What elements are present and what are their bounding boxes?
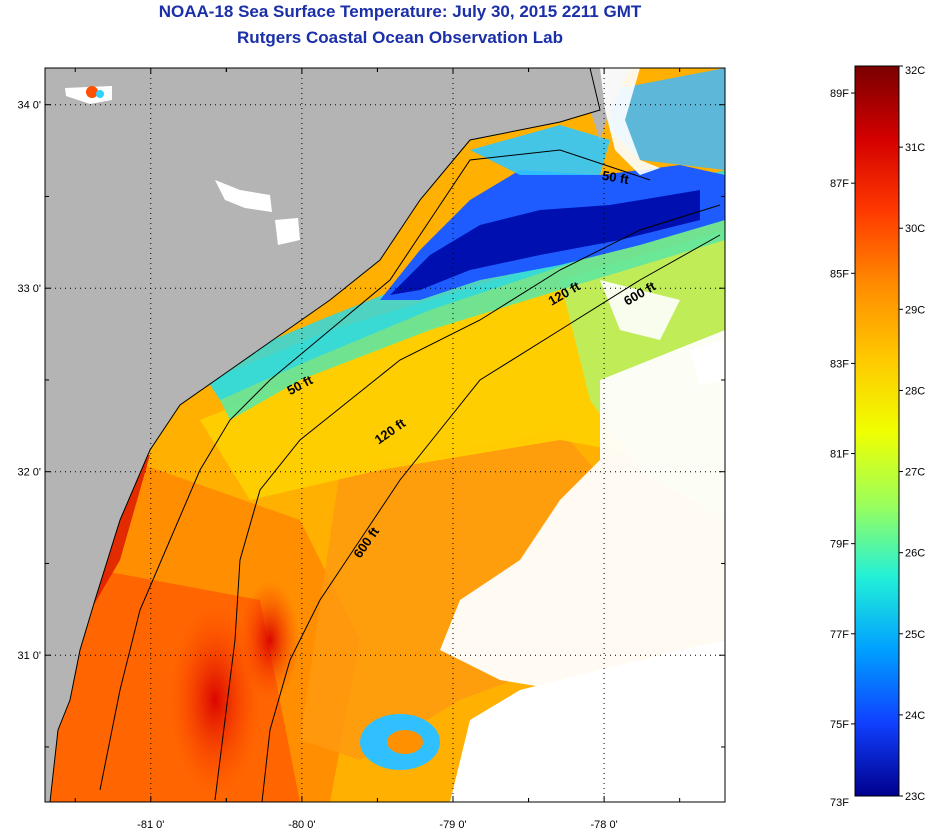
contour-label: 50 ft <box>601 168 631 188</box>
lon-tick-label: -79 0' <box>439 819 466 831</box>
contour-120ft <box>214 204 721 801</box>
fahrenheit-tick-label: 83F <box>830 358 849 370</box>
lon-tick-label: -78 0' <box>591 819 618 831</box>
colorbar-scale <box>854 65 900 797</box>
hot-core <box>240 580 300 700</box>
fahrenheit-tick-label: 75F <box>830 719 849 731</box>
lat-tick-label: 34 0' <box>17 100 41 112</box>
fahrenheit-tick-label: 85F <box>830 268 849 280</box>
fahrenheit-tick-label: 81F <box>830 449 849 461</box>
cold-upwelling-edge <box>470 125 610 175</box>
contour-50ft <box>99 149 651 791</box>
map-title: NOAA-18 Sea Surface Temperature: July 30… <box>158 2 642 21</box>
fahrenheit-tick-label: 73F <box>830 797 849 809</box>
lat-tick-label: 33 0' <box>17 283 41 295</box>
fahrenheit-tick-label: 89F <box>830 88 849 100</box>
celsius-tick-label: 28C <box>905 385 925 397</box>
celsius-tick-label: 26C <box>905 548 925 560</box>
lon-tick-label: -80 0' <box>288 819 315 831</box>
celsius-tick-label: 29C <box>905 304 925 316</box>
cloud-patch <box>600 68 660 175</box>
celsius-tick-label: 32C <box>905 65 925 77</box>
fahrenheit-tick-label: 87F <box>830 178 849 190</box>
colorbar: 32C 31C 30C 29C 28C 27C 26C 25C 24C 23C 89F 87F 85F 8… <box>830 65 925 809</box>
fahrenheit-tick-label: 79F <box>830 539 849 551</box>
lon-tick-label: -81 0' <box>137 819 164 831</box>
cloud-over-land <box>215 180 272 212</box>
celsius-tick-label: 25C <box>905 629 925 641</box>
contour-600ft <box>261 234 721 802</box>
map-axes: 34 0' 33 0' 32 0' 31 0' -81 0' -80 0' -79 0' -7… <box>17 68 725 831</box>
celsius-tick-label: 27C <box>905 467 925 479</box>
cloud-over-land <box>275 218 300 245</box>
cloud-patch <box>600 280 680 340</box>
map-frame <box>44 67 726 803</box>
lat-tick-label: 31 0' <box>17 650 41 662</box>
warm-inland-pixel <box>86 86 98 98</box>
cloud-cover <box>440 330 725 690</box>
inner-shelf-green <box>210 205 725 420</box>
colorbar-ticks: 32C 31C 30C 29C 28C 27C 26C 25C 24C 23C 89F 87F 85F 8… <box>830 65 925 809</box>
celsius-tick-label: 31C <box>905 142 925 154</box>
cold-upwelling-core <box>390 190 700 295</box>
lat-tick-label: 32 0' <box>17 467 41 479</box>
land <box>45 68 600 802</box>
celsius-tick-label: 24C <box>905 710 925 722</box>
map-subtitle: Rutgers Coastal Ocean Observation Lab <box>237 28 563 47</box>
eddy-center <box>387 730 423 754</box>
celsius-tick-label: 23C <box>905 791 925 803</box>
cold-upwelling-edge <box>610 68 725 170</box>
celsius-tick-label: 30C <box>905 223 925 235</box>
hot-core <box>170 605 260 795</box>
cool-inland-pixel <box>96 90 104 98</box>
fahrenheit-tick-label: 77F <box>830 629 849 641</box>
coastline <box>49 68 601 802</box>
cloud-patch <box>690 340 725 385</box>
cloud-cover <box>450 640 725 802</box>
graticule <box>45 68 725 802</box>
coastal-warm-strip <box>60 455 150 700</box>
